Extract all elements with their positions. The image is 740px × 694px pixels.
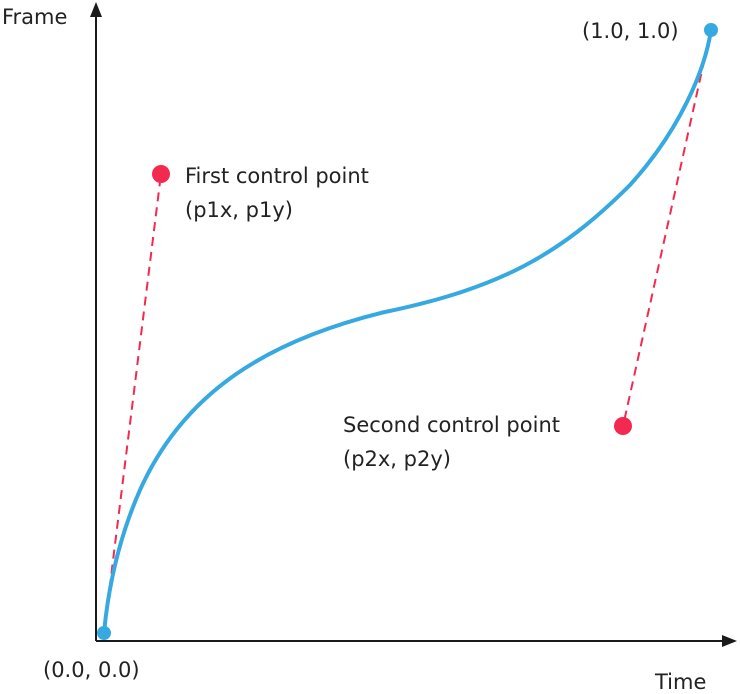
y-axis-label: Frame: [2, 5, 67, 29]
second-control-point-coords: (p2x, p2y): [343, 447, 451, 471]
second-control-point: [614, 417, 632, 435]
second-control-point-title: Second control point: [343, 413, 560, 437]
start-point: [97, 626, 111, 640]
timing-curve: [102, 28, 713, 635]
end-point: [704, 23, 718, 37]
origin-label: (0.0, 0.0): [43, 658, 140, 682]
first-control-point-coords: (p1x, p1y): [185, 198, 293, 222]
x-axis-label: Time: [654, 670, 706, 694]
first-control-point: [152, 165, 170, 183]
first-control-line: [103, 173, 162, 634]
end-point-label: (1.0, 1.0): [582, 19, 679, 43]
y-axis-arrowhead: [90, 2, 102, 17]
second-control-line: [622, 29, 712, 427]
x-axis-arrowhead: [722, 635, 737, 647]
first-control-point-title: First control point: [185, 164, 369, 188]
